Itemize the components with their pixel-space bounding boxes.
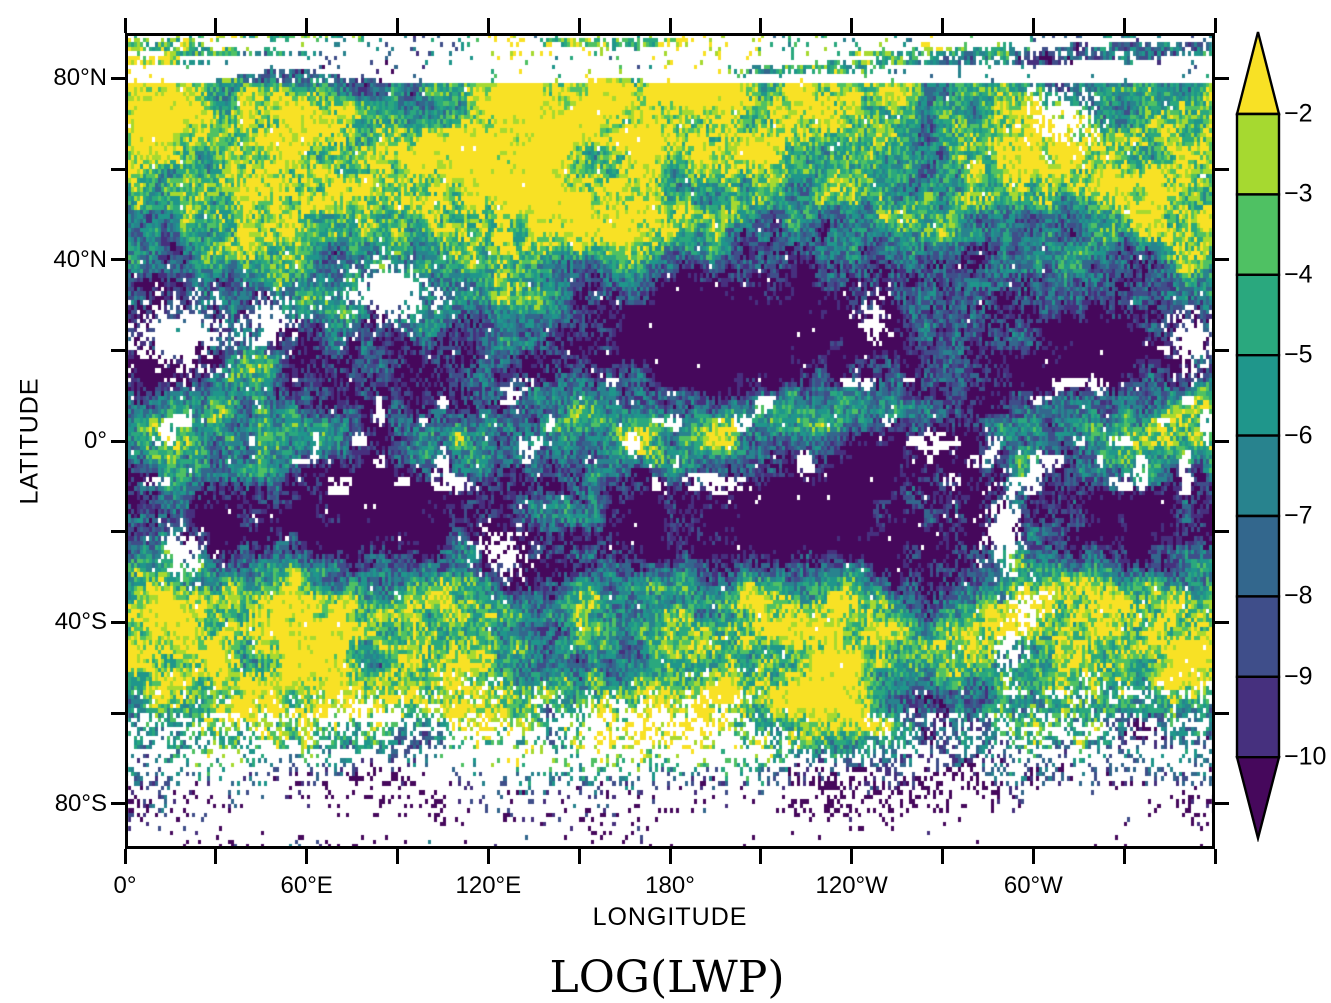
lwp-heatmap-canvas — [125, 33, 1215, 849]
y-tick-label: 0° — [84, 427, 107, 454]
y-tick-label: 40°N — [53, 245, 107, 273]
x-axis-title: LONGITUDE — [592, 903, 748, 931]
colorbar — [1235, 29, 1295, 847]
x-tick-label: 120°W — [815, 872, 888, 899]
colorbar-segment — [1235, 112, 1281, 196]
colorbar-tick-label: −6 — [1284, 421, 1313, 450]
chart-title: LOG(LWP) — [549, 952, 785, 1003]
colorbar-tick-label: −2 — [1284, 99, 1313, 128]
colorbar-tick-label: −8 — [1284, 581, 1313, 610]
colorbar-tick-label: −10 — [1284, 742, 1327, 771]
y-tick-label: 80°S — [54, 789, 107, 817]
colorbar-arrow-top — [1235, 31, 1281, 116]
x-tick-label: 0° — [113, 872, 137, 899]
colorbar-arrow-bottom — [1235, 756, 1281, 843]
x-tick-label: 180° — [645, 872, 695, 899]
y-tick-label: 80°N — [53, 64, 107, 92]
colorbar-tick-label: −4 — [1284, 260, 1313, 289]
colorbar-segment — [1235, 434, 1281, 518]
colorbar-segment — [1235, 675, 1281, 759]
colorbar-segment — [1235, 273, 1281, 357]
x-tick-label: 60°E — [280, 872, 333, 899]
y-axis-title: LATITUDE — [15, 377, 44, 505]
colorbar-segment — [1235, 514, 1281, 598]
colorbar-tick-label: −9 — [1284, 662, 1313, 691]
colorbar-svg — [1235, 31, 1281, 843]
colorbar-tick-label: −7 — [1284, 501, 1313, 530]
colorbar-segment — [1235, 354, 1281, 437]
colorbar-segment — [1235, 595, 1281, 678]
colorbar-segment — [1235, 193, 1281, 277]
y-tick-label: 40°S — [54, 608, 107, 636]
colorbar-tick-label: −5 — [1284, 340, 1313, 369]
x-tick-label: 60°W — [1003, 872, 1063, 899]
x-tick-label: 120°E — [455, 872, 522, 899]
colorbar-tick-label: −3 — [1284, 179, 1313, 208]
